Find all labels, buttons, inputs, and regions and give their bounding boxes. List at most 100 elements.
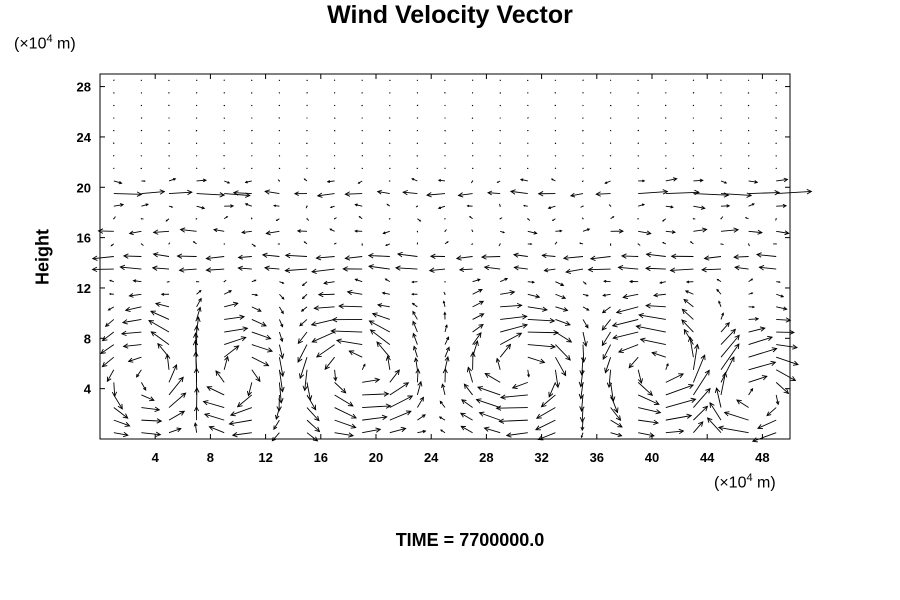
wind-vector bbox=[416, 155, 418, 157]
wind-vector bbox=[223, 345, 240, 358]
wind-vector bbox=[472, 92, 474, 94]
wind-vector bbox=[361, 92, 363, 94]
wind-vector bbox=[615, 306, 639, 315]
wind-vector bbox=[107, 306, 115, 311]
wind-vector bbox=[720, 167, 722, 169]
wind-vector bbox=[377, 303, 390, 308]
wind-vector bbox=[278, 331, 284, 343]
wind-vector bbox=[385, 243, 390, 246]
wind-vector bbox=[610, 79, 612, 81]
wind-vector bbox=[223, 355, 230, 370]
wind-vector bbox=[168, 155, 170, 157]
y-tick-label: 24 bbox=[77, 130, 92, 145]
wind-vector bbox=[437, 179, 446, 182]
wind-vector bbox=[416, 117, 419, 119]
wind-vector bbox=[361, 79, 363, 81]
wind-vector bbox=[416, 242, 419, 245]
wind-vector bbox=[629, 279, 639, 284]
wind-vector bbox=[396, 251, 418, 258]
wind-vector bbox=[157, 342, 170, 358]
wind-vector bbox=[251, 306, 262, 312]
wind-vector bbox=[527, 142, 529, 144]
wind-vector bbox=[498, 203, 501, 207]
wind-vector bbox=[237, 265, 252, 271]
wind-vector bbox=[376, 189, 390, 195]
wind-vector bbox=[472, 130, 474, 132]
wind-vector bbox=[122, 343, 142, 349]
wind-vector bbox=[622, 293, 639, 300]
wind-vector bbox=[132, 279, 142, 283]
wind-vector bbox=[527, 167, 529, 170]
wind-vector bbox=[499, 79, 501, 81]
wind-vector bbox=[141, 203, 149, 207]
wind-vector bbox=[775, 92, 777, 94]
wind-vector bbox=[637, 218, 639, 220]
y-tick-label: 28 bbox=[77, 80, 91, 95]
y-unit-suffix: m) bbox=[52, 35, 76, 53]
wind-vector bbox=[104, 319, 115, 327]
wind-vector bbox=[113, 191, 143, 197]
wind-vector bbox=[278, 382, 284, 404]
wind-vector bbox=[444, 167, 446, 169]
wind-vector bbox=[693, 421, 704, 434]
wind-vector bbox=[512, 252, 528, 258]
wind-vector bbox=[748, 335, 774, 346]
wind-vector bbox=[580, 420, 585, 432]
wind-vector bbox=[662, 218, 667, 222]
wind-vector bbox=[231, 432, 252, 438]
wind-vector bbox=[120, 330, 142, 337]
wind-vector bbox=[334, 117, 336, 119]
wind-vector bbox=[388, 218, 391, 220]
wind-vector bbox=[554, 167, 557, 169]
wind-vector bbox=[747, 104, 750, 107]
wind-vector bbox=[665, 205, 674, 209]
wind-vector bbox=[665, 413, 693, 421]
wind-vector bbox=[637, 243, 641, 246]
wind-vector bbox=[664, 104, 667, 107]
wind-vector bbox=[748, 142, 750, 144]
wind-vector bbox=[301, 293, 308, 300]
wind-vector bbox=[766, 407, 777, 417]
wind-vector bbox=[426, 192, 446, 198]
wind-vector bbox=[693, 387, 711, 408]
wind-vector bbox=[444, 92, 446, 94]
wind-vector bbox=[417, 396, 424, 408]
wind-vector bbox=[141, 418, 163, 424]
wind-vector bbox=[389, 155, 391, 157]
wind-vector bbox=[527, 243, 533, 246]
wind-vector bbox=[334, 432, 355, 438]
wind-vector bbox=[628, 356, 639, 369]
wind-vector bbox=[500, 314, 528, 320]
wind-vector bbox=[693, 369, 710, 396]
wind-vector bbox=[547, 205, 556, 210]
wind-vector bbox=[775, 218, 777, 221]
wind-vector bbox=[324, 356, 335, 370]
wind-vector bbox=[472, 332, 482, 345]
wind-vector bbox=[439, 400, 446, 408]
wind-vector bbox=[223, 117, 226, 119]
wind-vector bbox=[527, 104, 529, 107]
wind-vector bbox=[748, 292, 754, 295]
wind-vector bbox=[578, 382, 585, 400]
wind-vector bbox=[589, 255, 611, 261]
wind-vector bbox=[500, 289, 516, 296]
wind-vector bbox=[141, 189, 166, 195]
wind-vector bbox=[776, 306, 788, 311]
wind-vector bbox=[223, 142, 225, 144]
wind-vector bbox=[251, 243, 256, 247]
wind-vector bbox=[495, 357, 501, 370]
wind-vector bbox=[346, 289, 363, 296]
wind-vector bbox=[483, 264, 501, 271]
wind-vector bbox=[472, 300, 485, 308]
wind-vector bbox=[554, 104, 557, 107]
wind-vector bbox=[168, 376, 184, 396]
wind-vector bbox=[527, 306, 548, 312]
wind-vector bbox=[113, 203, 125, 207]
wind-vector bbox=[250, 92, 253, 94]
wind-vector bbox=[581, 180, 584, 183]
wind-vector bbox=[323, 280, 335, 285]
wind-vector bbox=[389, 395, 414, 408]
wind-vector bbox=[720, 216, 724, 220]
wind-vector bbox=[499, 394, 528, 400]
